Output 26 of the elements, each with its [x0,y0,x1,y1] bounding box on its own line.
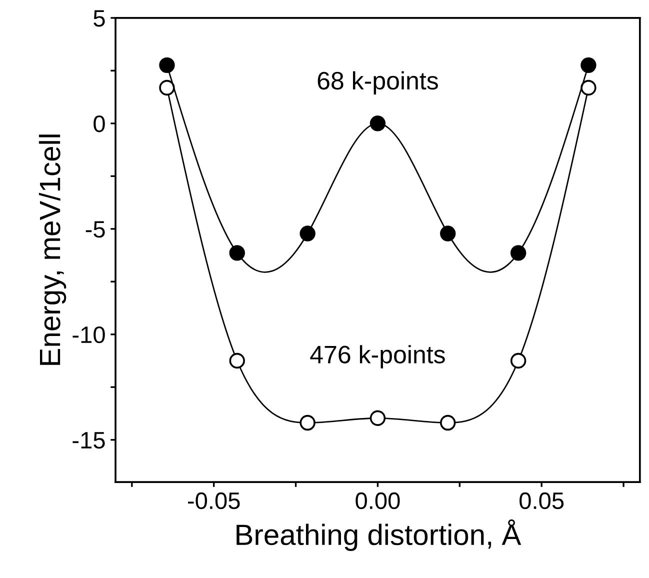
y-tick-label: -15 [72,432,105,449]
point [370,116,386,132]
x-tick-label: -0.05 [188,492,240,510]
point [580,57,596,74]
point [510,245,526,261]
point [229,352,245,369]
point [229,245,245,261]
x-tick-label: 0.05 [520,492,564,510]
annotation: 68 k-points [318,71,438,95]
point [510,352,526,369]
point [580,80,596,96]
x-tick-label: 0.00 [356,492,400,510]
y-tick-label: 0 [94,115,105,132]
point [440,414,456,431]
point [300,226,316,242]
y-tick-label: -10 [72,326,105,344]
point [440,226,456,242]
y-tick-label: 5 [94,10,105,27]
x-axis-title: Breathing distortion, Å [236,519,522,551]
point [159,57,175,74]
annotation: 476 k-points [310,345,445,368]
point [159,80,175,96]
y-axis-title: Energy, meV/1cell [38,134,66,365]
point [300,414,316,431]
point [370,410,386,426]
y-tick-label: -5 [86,221,105,238]
